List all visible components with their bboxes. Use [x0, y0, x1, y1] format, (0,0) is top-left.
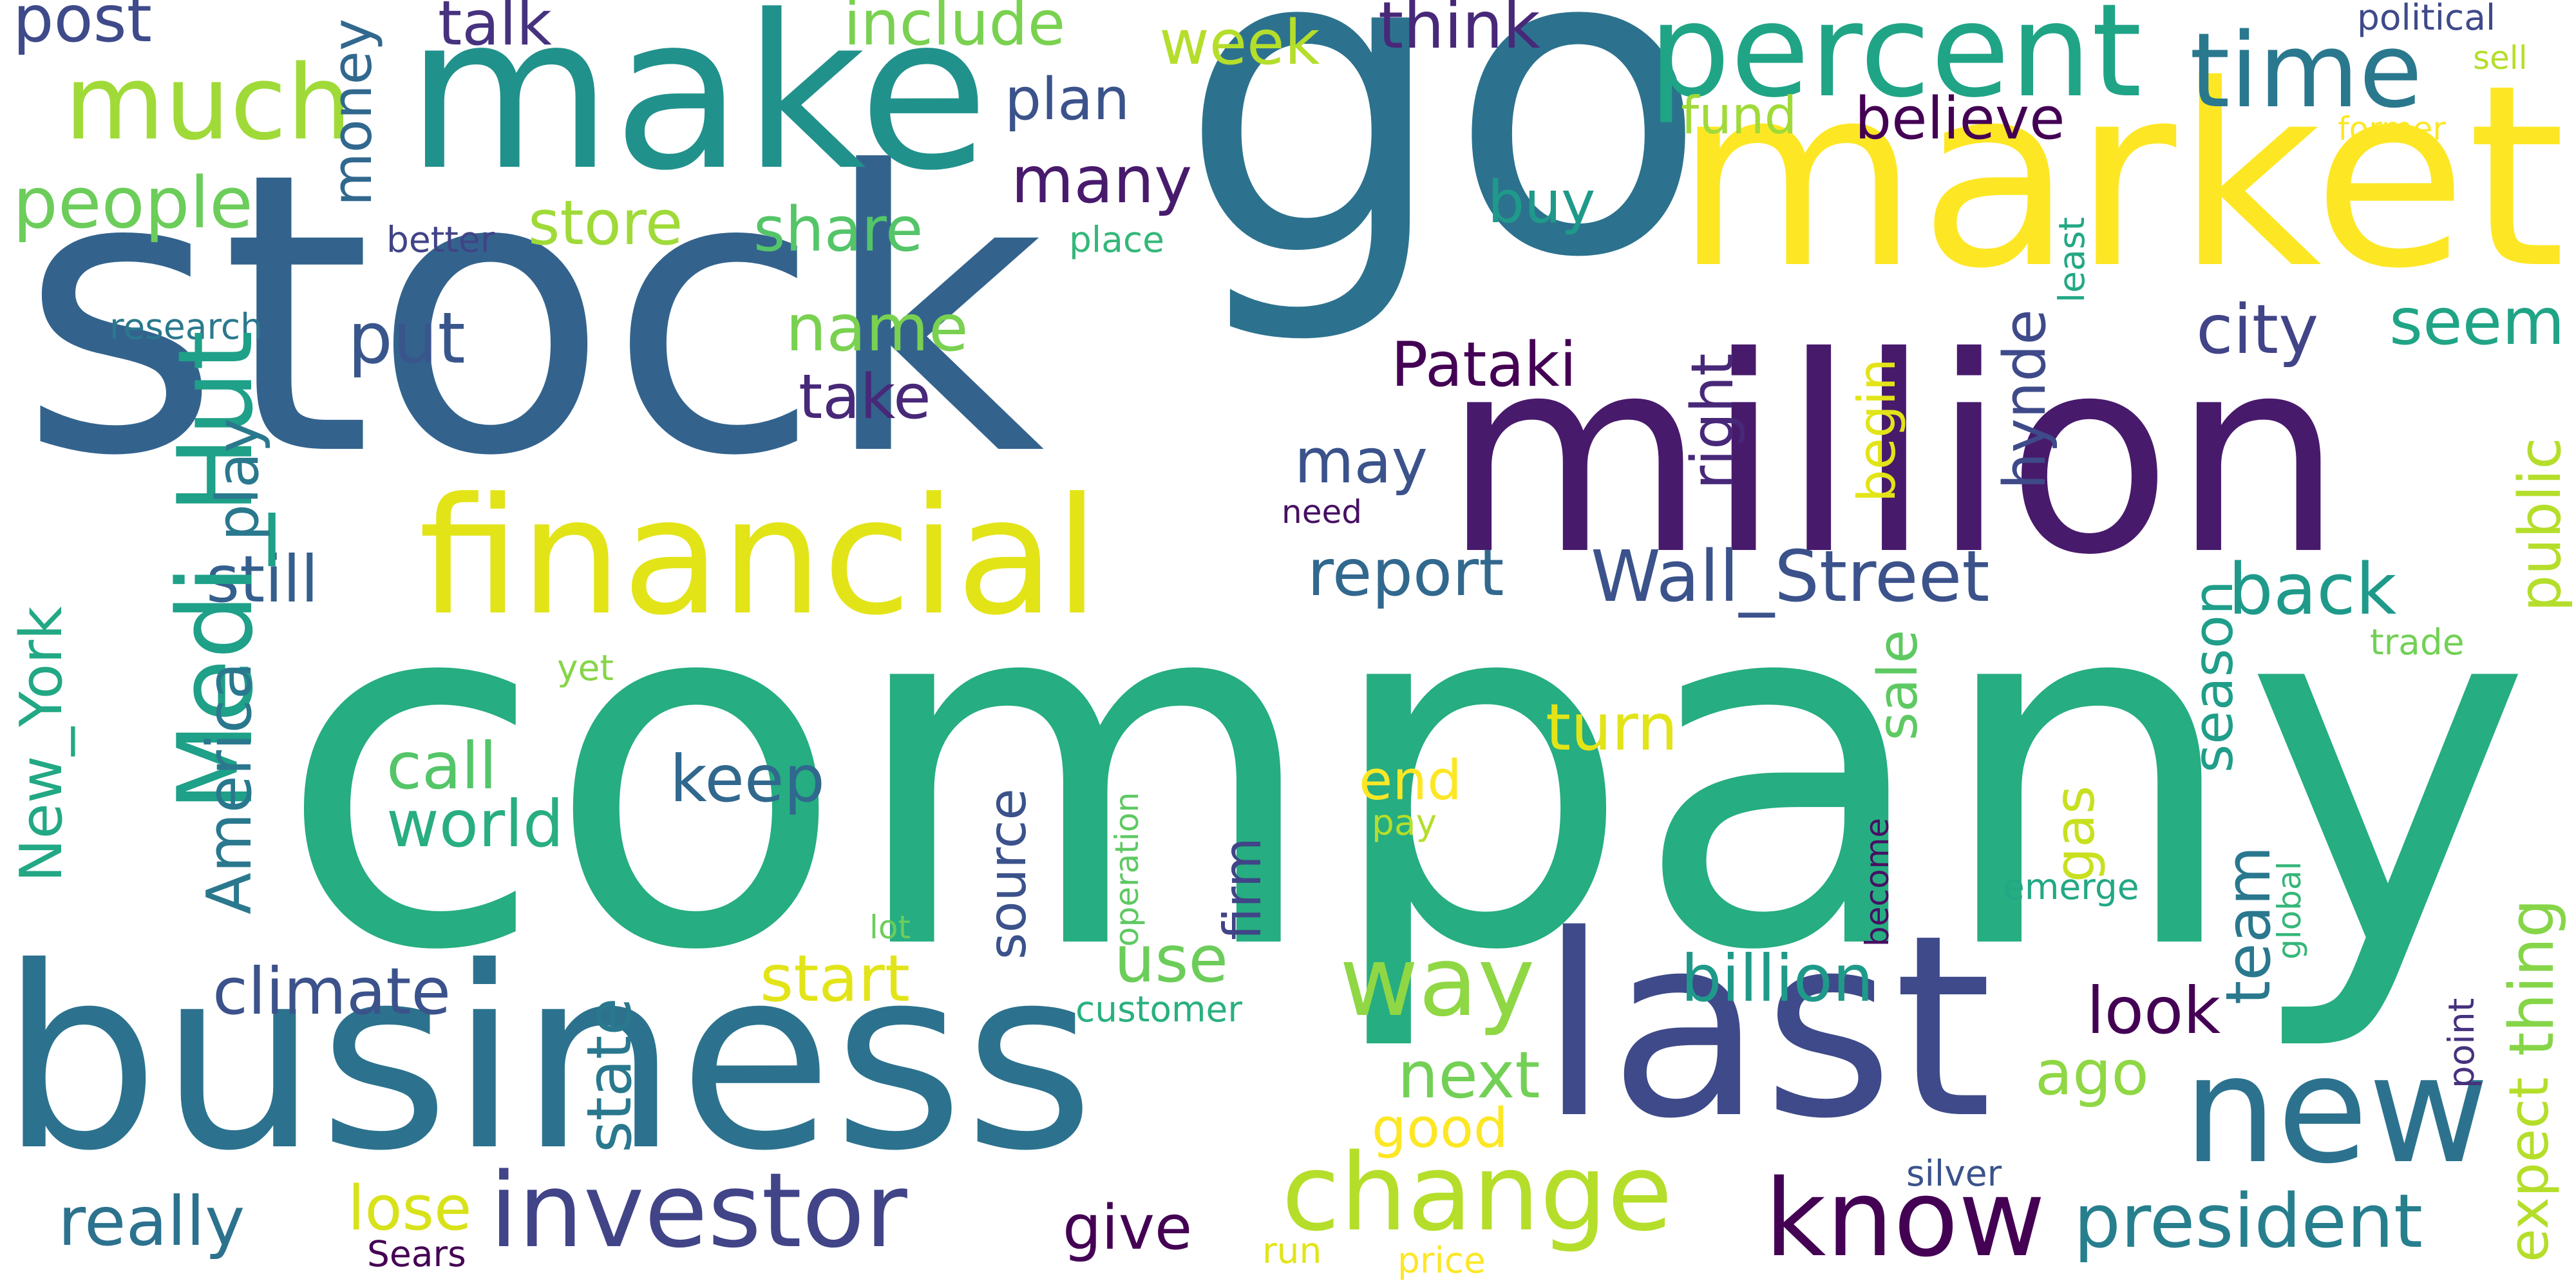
word-seem: seem [2389, 284, 2565, 359]
word-city: city [2196, 290, 2319, 369]
word-turn: turn [1546, 690, 1678, 765]
word-give: give [1063, 1193, 1193, 1264]
word-stock: stock [19, 90, 1045, 540]
word-pataki: Pataki [1391, 330, 1577, 401]
word-store: store [528, 188, 683, 259]
word-call: call [386, 728, 497, 804]
word-make: make [406, 0, 990, 217]
word-source: source [978, 788, 1037, 960]
word-begin: begin [1847, 358, 1907, 502]
word-good: good [1372, 1097, 1508, 1160]
word-silver: silver [1906, 1153, 2002, 1194]
word-better: better [386, 219, 495, 260]
word-political: political [2357, 0, 2496, 38]
word-take: take [799, 362, 931, 433]
word-price: price [1397, 1240, 1486, 1281]
word-right: right [1679, 353, 1747, 489]
word-season: season [2182, 580, 2246, 773]
word-ago: ago [2035, 1038, 2149, 1109]
word-firm: firm [1213, 837, 1273, 940]
word-operation: operation [1108, 791, 1146, 947]
word-back: back [2228, 548, 2397, 630]
word-next: next [1397, 1037, 1540, 1113]
word-point: point [2441, 998, 2482, 1088]
word-people: people [13, 162, 253, 244]
word-america: America [194, 662, 265, 914]
word-company: company [277, 488, 2533, 1057]
word-expect: expect [2497, 1077, 2561, 1262]
word-include: include [844, 0, 1066, 59]
word-still: still [206, 542, 319, 617]
word-financial: financial [419, 463, 1100, 650]
word-post: post [13, 0, 152, 57]
word-think: think [1378, 0, 1540, 63]
word-many: many [1011, 142, 1193, 218]
word-buy: buy [1488, 169, 1596, 236]
word-money: money [321, 18, 384, 206]
word-new_york: New_York [8, 606, 75, 882]
word-public: public [2506, 437, 2574, 612]
word-go: go [1179, 0, 1709, 350]
word-become: become [1859, 817, 1896, 947]
word-least: least [2051, 216, 2092, 303]
word-week: week [1159, 8, 1320, 79]
word-lose: lose [348, 1173, 472, 1244]
word-use: use [1114, 922, 1229, 997]
word-plan: plan [1005, 66, 1130, 133]
word-sears: Sears [367, 1233, 466, 1274]
word-name: name [786, 290, 969, 366]
word-sale: sale [1866, 629, 1930, 741]
word-know: know [1765, 1157, 2046, 1280]
word-emerge: emerge [2003, 866, 2139, 907]
word-former: former [2338, 110, 2446, 147]
word-yet: yet [557, 647, 614, 688]
word-time: time [2190, 10, 2423, 131]
word-way: way [1340, 926, 1535, 1038]
word-talk: talk [438, 0, 552, 59]
word-state: state [574, 998, 645, 1153]
word-run: run [1262, 1230, 1322, 1271]
word-play: play [204, 418, 272, 541]
word-sell: sell [2473, 39, 2528, 77]
word-president: president [2074, 1179, 2423, 1265]
word-end: end [1359, 749, 1463, 813]
word-gas: gas [2043, 785, 2107, 882]
word-report: report [1307, 535, 1504, 611]
word-really: really [58, 1182, 245, 1261]
word-may: may [1294, 426, 1428, 497]
word-market: market [1674, 31, 2566, 323]
word-thing: thing [2497, 898, 2568, 1056]
word-hynde: hynde [1991, 309, 2059, 489]
word-new: new [2183, 1025, 2490, 1197]
word-percent: percent [1649, 0, 2143, 126]
word-global: global [2271, 861, 2308, 960]
word-world: world [386, 786, 564, 862]
word-look: look [2087, 973, 2221, 1048]
word-million: million [1443, 299, 2344, 614]
word-pay: pay [1372, 802, 1437, 843]
word-place: place [1069, 219, 1164, 260]
word-business: business [0, 913, 1095, 1206]
word-share: share [753, 194, 923, 265]
word-put: put [348, 297, 466, 379]
word-customer: customer [1075, 989, 1242, 1030]
word-need: need [1282, 493, 1362, 531]
word-research: research [109, 306, 263, 347]
word-believe: believe [1855, 85, 2065, 153]
word-wall_street: Wall_Street [1591, 535, 1990, 618]
word-keep: keep [670, 741, 825, 817]
word-fund: fund [1681, 86, 1797, 146]
word-investor: investor [489, 1150, 907, 1271]
word-billion: billion [1681, 941, 1874, 1016]
word-start: start [760, 941, 910, 1016]
word-change: change [1282, 1131, 1673, 1255]
word-trade: trade [2370, 621, 2465, 663]
word-much: much [64, 43, 352, 163]
word-climate: climate [213, 954, 451, 1029]
word-lot: lot [869, 909, 911, 946]
word-last: last [1539, 881, 1993, 1173]
